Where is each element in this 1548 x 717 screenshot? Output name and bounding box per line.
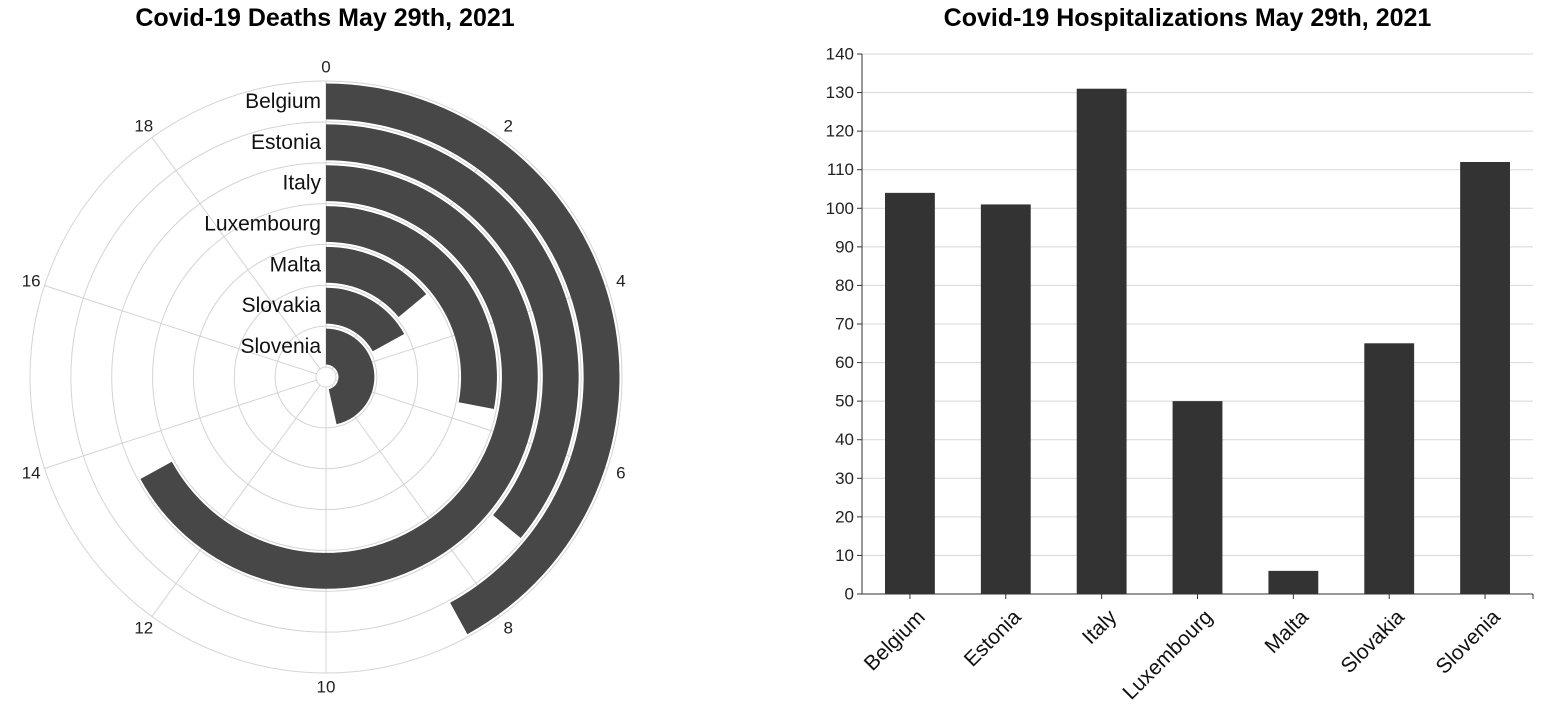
y-tick-label: 0 bbox=[845, 585, 854, 604]
deaths-chart-title: Covid-19 Deaths May 29th, 2021 bbox=[135, 4, 515, 32]
category-label-luxembourg: Luxembourg bbox=[204, 213, 321, 236]
y-tick-label: 40 bbox=[835, 430, 854, 449]
radial-bar-luxembourg bbox=[326, 206, 497, 410]
category-label-slovakia: Slovakia bbox=[242, 294, 322, 317]
angular-tick-label: 10 bbox=[317, 678, 336, 697]
angular-tick-label: 6 bbox=[616, 463, 625, 482]
y-tick-label: 130 bbox=[826, 83, 854, 102]
grid-spoke bbox=[44, 285, 317, 375]
y-tick-label: 70 bbox=[835, 315, 854, 334]
x-tick-label-malta: Malta bbox=[1260, 605, 1313, 658]
x-tick-label-italy: Italy bbox=[1078, 605, 1122, 649]
angular-tick-label: 14 bbox=[22, 463, 41, 482]
x-tick-label-estonia: Estonia bbox=[960, 605, 1026, 671]
grid-spoke bbox=[44, 379, 317, 469]
category-label-malta: Malta bbox=[270, 253, 322, 276]
y-tick-label: 30 bbox=[835, 469, 854, 488]
angular-tick-label: 12 bbox=[134, 618, 153, 637]
y-tick-label: 50 bbox=[835, 392, 854, 411]
angular-tick-label: 4 bbox=[616, 272, 625, 291]
hospitalizations-bar-chart: 0 10 20 30 40 50 60 70 80 90 100 110 120 130 140 Belgiu… bbox=[826, 45, 1534, 704]
category-label-estonia: Estonia bbox=[251, 131, 321, 154]
radial-bar-belgium bbox=[326, 83, 620, 635]
grid-circle bbox=[315, 366, 337, 388]
angular-tick-label: 18 bbox=[134, 117, 153, 136]
grid-spoke bbox=[151, 384, 321, 617]
hospitalizations-chart-title: Covid-19 Hospitalizations May 29th, 2021 bbox=[943, 4, 1432, 32]
x-tick-label-luxembourg: Luxembourg bbox=[1118, 605, 1217, 704]
radial-bar-slovenia bbox=[326, 328, 375, 425]
category-label-slovenia: Slovenia bbox=[240, 335, 321, 358]
bar-slovenia bbox=[1460, 162, 1510, 594]
bar-slovakia bbox=[1364, 343, 1415, 594]
bar-malta bbox=[1268, 570, 1319, 594]
y-tick-label: 140 bbox=[826, 45, 854, 64]
y-tick-label: 100 bbox=[826, 199, 854, 218]
category-label-italy: Italy bbox=[282, 172, 321, 195]
radial-bar-estonia bbox=[326, 124, 579, 539]
deaths-radial-chart: 0 2 4 6 8 10 12 14 16 18 Belgium Estonia Italy Luxemb… bbox=[22, 58, 626, 697]
x-tick-label-belgium: Belgium bbox=[860, 605, 930, 675]
radial-bar-malta bbox=[326, 246, 427, 317]
angular-tick-label: 0 bbox=[321, 58, 330, 77]
bar-italy bbox=[1076, 88, 1127, 594]
y-tick-label: 80 bbox=[835, 276, 854, 295]
y-tick-label: 60 bbox=[835, 353, 854, 372]
bar-belgium bbox=[885, 192, 935, 594]
angular-tick-label: 2 bbox=[503, 117, 512, 136]
x-tick-label-slovakia: Slovakia bbox=[1337, 605, 1410, 678]
y-tick-label: 10 bbox=[835, 546, 854, 565]
y-tick-label: 90 bbox=[835, 237, 854, 256]
y-tick-label: 120 bbox=[826, 122, 854, 141]
bar-luxembourg bbox=[1172, 401, 1223, 594]
y-tick-label: 110 bbox=[827, 160, 854, 179]
category-label-belgium: Belgium bbox=[245, 90, 321, 113]
y-tick-label: 20 bbox=[835, 507, 854, 526]
x-tick-label-slovenia: Slovenia bbox=[1432, 605, 1505, 678]
angular-tick-label: 8 bbox=[503, 618, 512, 637]
radial-bar-slovakia bbox=[326, 287, 405, 352]
bar-estonia bbox=[980, 204, 1031, 594]
angular-tick-label: 16 bbox=[22, 272, 41, 291]
grid-spoke bbox=[151, 137, 321, 370]
grid-spoke bbox=[331, 384, 501, 617]
